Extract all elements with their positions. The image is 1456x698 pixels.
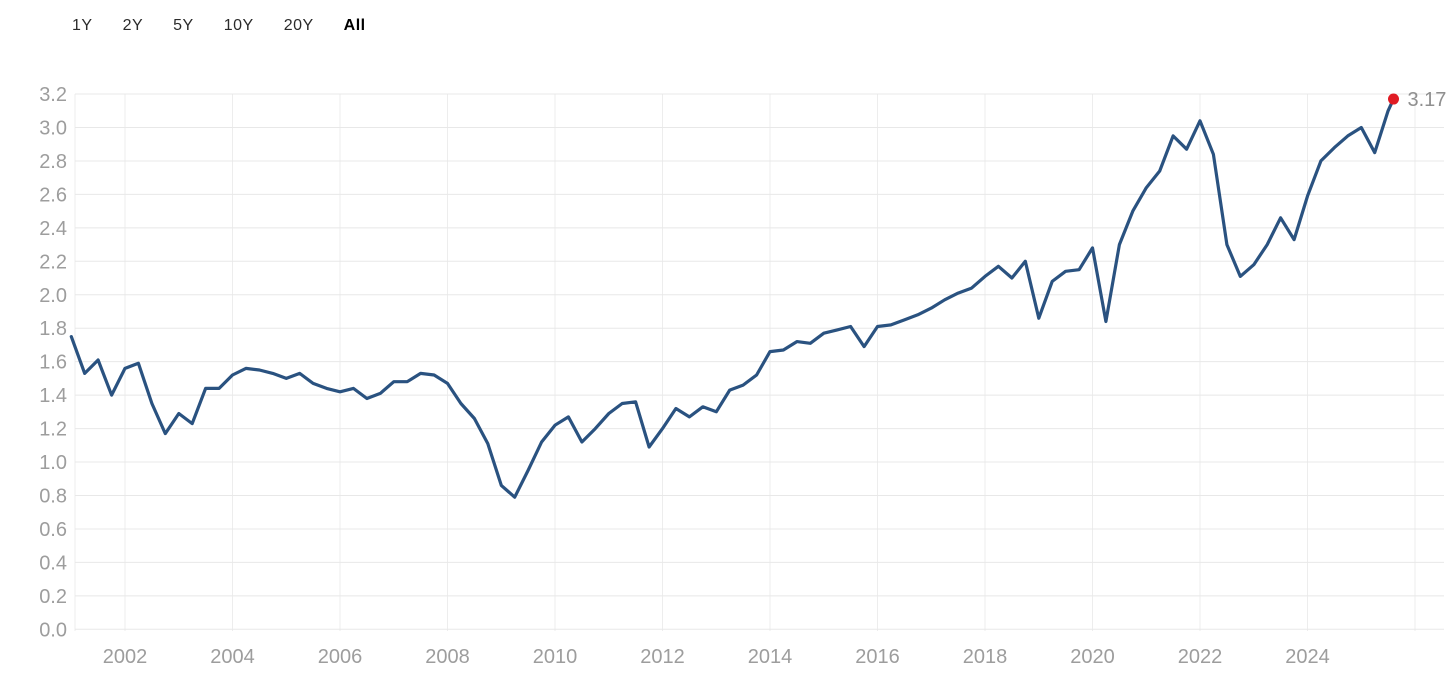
range-button-5y[interactable]: 5Y: [173, 17, 194, 34]
y-axis-label: 2.6: [39, 184, 67, 206]
y-axis-label: 2.2: [39, 251, 67, 273]
y-axis-label: 2.0: [39, 285, 67, 307]
x-axis-label: 2014: [748, 646, 793, 668]
y-axis-label: 0.2: [39, 586, 67, 608]
time-range-selector: 1Y 2Y 5Y 10Y 20Y All: [72, 17, 366, 35]
y-axis-label: 2.8: [39, 151, 67, 173]
x-axis-label: 2008: [425, 646, 470, 668]
y-axis-label: 0.8: [39, 485, 67, 507]
y-axis-label: 1.4: [39, 385, 67, 407]
x-axis-label: 2010: [533, 646, 578, 668]
y-axis-label: 1.8: [39, 318, 67, 340]
range-button-1y[interactable]: 1Y: [72, 17, 93, 34]
range-button-20y[interactable]: 20Y: [283, 17, 314, 34]
y-axis-label: 0.4: [39, 552, 67, 574]
x-axis-label: 2004: [210, 646, 255, 668]
x-axis-label: 2002: [103, 646, 148, 668]
x-axis-label: 2012: [640, 646, 685, 668]
x-axis-label: 2022: [1178, 646, 1223, 668]
range-button-10y[interactable]: 10Y: [223, 17, 254, 34]
y-axis-label: 3.2: [39, 84, 67, 106]
range-button-2y[interactable]: 2Y: [122, 17, 144, 34]
y-axis-label: 1.6: [39, 352, 67, 374]
x-axis-label: 2016: [855, 646, 900, 668]
y-axis-label: 1.2: [39, 419, 67, 441]
y-axis-label: 1.0: [39, 452, 67, 474]
x-axis-label: 2006: [318, 646, 363, 668]
y-axis-label: 0.6: [39, 519, 67, 541]
y-axis-label: 2.4: [39, 218, 67, 240]
x-axis-label: 2024: [1285, 646, 1330, 668]
price-line[interactable]: [69, 97, 1396, 499]
range-button-all[interactable]: All: [343, 17, 366, 34]
y-axis-label: 3.0: [39, 117, 67, 139]
x-axis-label: 2018: [963, 646, 1008, 668]
current-value-dot[interactable]: [1388, 93, 1399, 105]
x-axis-label: 2020: [1070, 646, 1115, 668]
current-value-label: 3.17: [1408, 89, 1447, 111]
y-axis-label: 0.0: [39, 619, 67, 641]
